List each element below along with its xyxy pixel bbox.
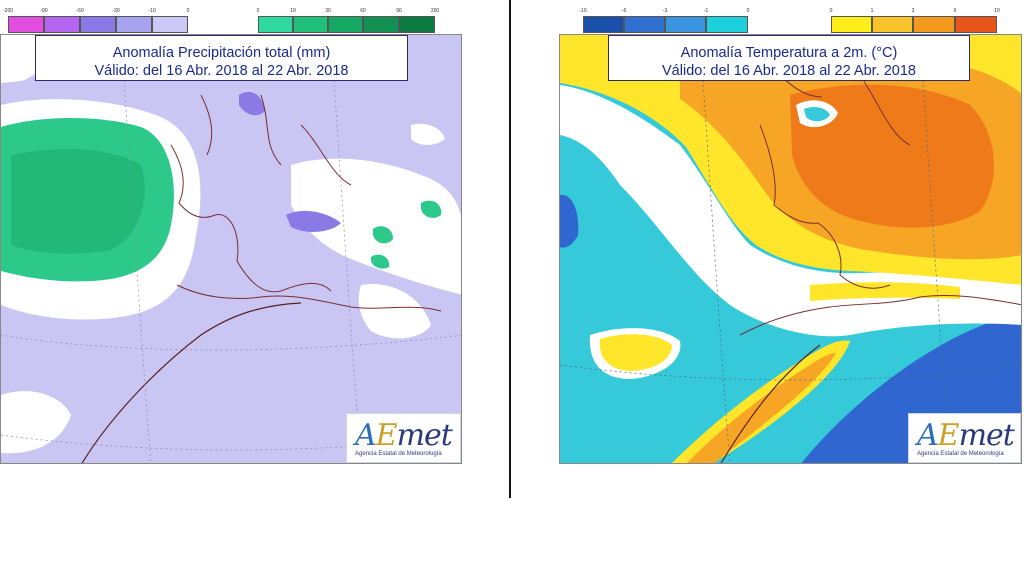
legend-swatch (293, 16, 328, 33)
precip-near-normal-europe (291, 158, 461, 295)
aemet-wordmark: AEmet (917, 418, 1015, 453)
legend-tick: 0 (186, 8, 190, 14)
temp-warm-patch-atlantic (599, 334, 672, 371)
precipitation-panel: -200 -90 -60 -30 -10 0 0 10 30 60 90 200 (0, 0, 510, 498)
temp-cool-pocket (804, 107, 830, 122)
legend-tick: -30 (112, 8, 120, 14)
temp-coastline (759, 124, 891, 289)
precip-wet-patch (373, 226, 393, 244)
panel-divider (509, 0, 511, 498)
precip-coastline (170, 144, 332, 293)
legend-tick: -10 (579, 8, 587, 14)
temperature-map-graphic (560, 35, 1021, 463)
legend-swatch (258, 16, 293, 33)
legend-tick: 0 (829, 8, 833, 14)
legend-tick: 60 (360, 8, 366, 14)
aemet-logo: AEmet Agencia Estatal de Meteorología (346, 413, 461, 463)
temp-legend-positive: 0 1 3 6 10 (829, 5, 1000, 33)
precip-dry-patch (239, 91, 265, 116)
legend-tick: 3 (911, 8, 915, 14)
legend-swatch (665, 16, 706, 33)
precip-coastline-north-africa (176, 284, 442, 312)
legend-tick: 30 (325, 8, 331, 14)
temperature-map: Anomalía Temperatura a 2m. (°C) Válido: … (559, 34, 1022, 464)
precip-legend-negative: -200 -90 -60 -30 -10 0 (3, 5, 190, 33)
temperature-title-box: Anomalía Temperatura a 2m. (°C) Válido: … (608, 35, 970, 81)
precipitation-title: Anomalía Precipitación total (mm) (112, 45, 331, 61)
legend-swatch (8, 16, 44, 33)
legend-tick: -200 (2, 8, 14, 14)
legend-swatch (913, 16, 955, 33)
temp-warmer-area-africa (686, 353, 836, 463)
precip-dry-patch (286, 210, 341, 232)
legend-tick: -3 (662, 8, 668, 14)
precip-near-normal-sw (1, 391, 71, 454)
precip-graticule (1, 35, 461, 463)
precip-wet-core (11, 149, 145, 254)
temp-cold-patch-w (560, 194, 579, 248)
legend-swatch (116, 16, 152, 33)
legend-swatch (872, 16, 913, 33)
legend-tick: -10 (148, 8, 156, 14)
legend-tick: 90 (396, 8, 402, 14)
legend-tick: 6 (953, 8, 957, 14)
precip-wet-patch (371, 254, 390, 269)
precipitation-validity: Válido: del 16 Abr. 2018 al 22 Abr. 2018 (94, 63, 349, 79)
temp-graticule (560, 35, 1021, 463)
precip-wet-patch (421, 200, 442, 218)
legend-tick: 0 (256, 8, 260, 14)
legend-tick: 10 (290, 8, 296, 14)
legend-tick: -1 (703, 8, 709, 14)
legend-swatch (363, 16, 399, 33)
aemet-logo: AEmet Agencia Estatal de Meteorología (908, 413, 1021, 463)
precip-legend-positive: 0 10 30 60 90 200 (256, 5, 439, 33)
temp-warmest-core (790, 84, 994, 228)
precip-borders (200, 94, 352, 186)
legend-swatch (80, 16, 116, 33)
legend-tick: 1 (870, 8, 874, 14)
temperature-title: Anomalía Temperatura a 2m. (°C) (680, 45, 898, 61)
legend-swatch (955, 16, 997, 33)
aemet-wordmark: AEmet (355, 418, 453, 453)
temp-border-line (720, 344, 821, 463)
legend-tick: -6 (621, 8, 627, 14)
precipitation-title-box: Anomalía Precipitación total (mm) Válido… (35, 35, 408, 81)
aemet-subtitle: Agencia Estatal de Meteorología (355, 451, 442, 457)
temp-legend-negative: -10 -6 -3 -1 0 (579, 5, 750, 33)
precip-near-normal-ne (411, 123, 445, 145)
legend-tick: 200 (430, 8, 440, 14)
precipitation-map-graphic (1, 35, 461, 463)
precip-border-line (81, 302, 302, 463)
legend-swatch (583, 16, 624, 33)
precipitation-map: Anomalía Precipitación total (mm) Válido… (0, 34, 462, 464)
legend-swatch (706, 16, 748, 33)
legend-tick: -90 (40, 8, 48, 14)
legend-swatch (44, 16, 80, 33)
precip-near-normal-med (358, 284, 431, 339)
legend-swatch (328, 16, 363, 33)
legend-tick: 10 (994, 8, 1000, 14)
legend-swatch (399, 16, 435, 33)
temperature-panel: -10 -6 -3 -1 0 0 1 3 6 10 (511, 0, 1024, 498)
legend-swatch (152, 16, 188, 33)
legend-swatch (624, 16, 665, 33)
legend-tick: 0 (746, 8, 750, 14)
aemet-subtitle: Agencia Estatal de Meteorología (917, 451, 1004, 457)
legend-tick: -60 (76, 8, 84, 14)
temperature-validity: Válido: del 16 Abr. 2018 al 22 Abr. 2018 (662, 63, 916, 79)
temp-coastline-north-africa (739, 294, 1021, 336)
legend-swatch (831, 16, 872, 33)
